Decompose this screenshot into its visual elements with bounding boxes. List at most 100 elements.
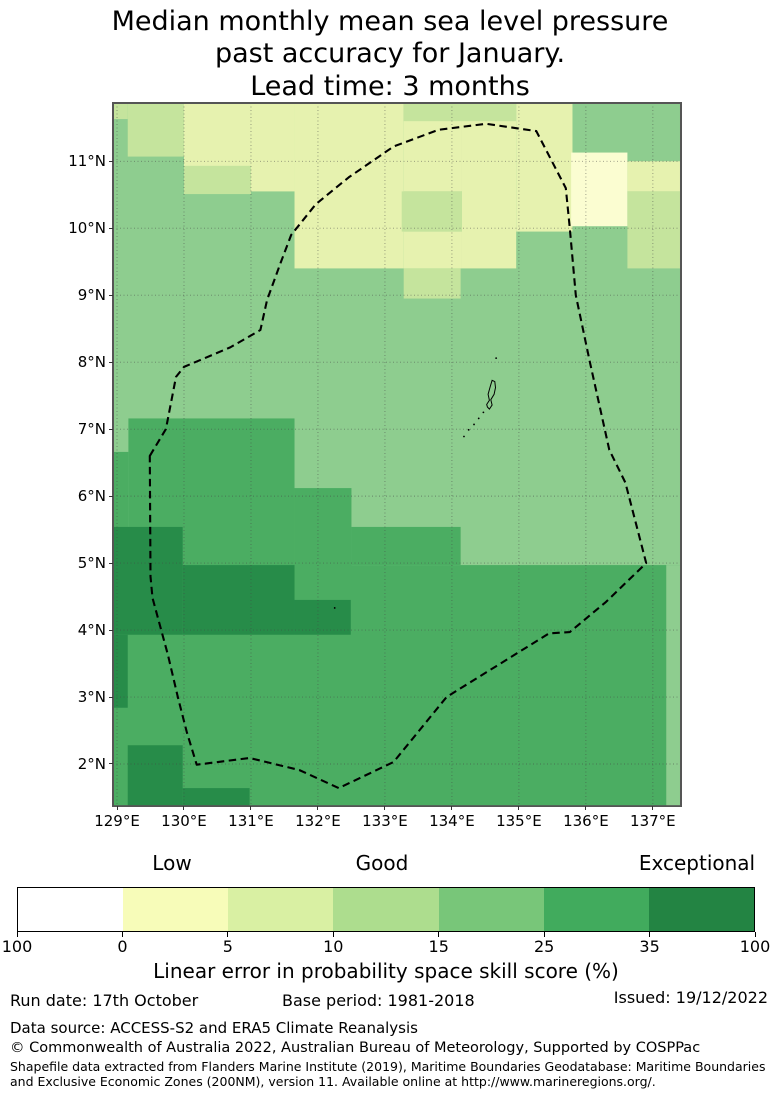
x-tick-label: 136°E: [563, 812, 609, 830]
x-tick-mark: [317, 806, 319, 810]
islet-dot: [463, 435, 465, 438]
skill-cell: [250, 103, 295, 192]
x-tick-label: 134°E: [429, 812, 475, 830]
y-tick-label: 11°N: [68, 152, 106, 171]
skill-cell: [113, 526, 183, 635]
skill-cell: [127, 745, 183, 806]
y-tick-mark: [109, 495, 113, 497]
colorbar: [17, 887, 755, 932]
y-tick-mark: [109, 160, 113, 162]
colorbar-segment: [228, 888, 334, 931]
skill-cell: [571, 152, 628, 227]
x-tick-label: 132°E: [295, 812, 341, 830]
colorbar-tick-mark: [332, 932, 334, 937]
colorbar-tick-mark: [227, 932, 229, 937]
x-tick-mark: [183, 806, 185, 810]
colorbar-label-low: Low: [152, 851, 192, 875]
skill-cell: [294, 103, 404, 269]
x-tick-label: 130°E: [161, 812, 207, 830]
title-line-1: Median monthly mean sea level pressure: [111, 6, 669, 37]
y-tick-mark: [109, 763, 113, 765]
skill-cell: [351, 526, 461, 566]
y-tick-label: 4°N: [77, 621, 106, 640]
data-source-text: Data source: ACCESS-S2 and ERA5 Climate …: [10, 1019, 418, 1037]
colorbar-tick-label: 100: [1, 937, 33, 956]
x-tick-label: 137°E: [630, 812, 676, 830]
issued-date-text: Issued: 19/12/2022: [613, 988, 768, 1007]
islet-dot: [473, 423, 475, 426]
colorbar-label-exceptional: Exceptional: [638, 851, 756, 875]
skill-cell: [403, 268, 461, 299]
colorbar-tick-mark: [543, 932, 545, 937]
x-tick-mark: [518, 806, 520, 810]
x-tick-mark: [384, 806, 386, 810]
copyright-text: © Commonwealth of Australia 2022, Austra…: [10, 1040, 701, 1056]
colorbar-tick-mark: [438, 932, 440, 937]
y-tick-mark: [109, 629, 113, 631]
y-tick-mark: [109, 696, 113, 698]
skill-cell: [627, 161, 681, 192]
colorbar-segment: [333, 888, 439, 931]
y-tick-mark: [109, 428, 113, 430]
colorbar-segment: [123, 888, 229, 931]
colorbar-segment: [18, 888, 124, 931]
y-tick-label: 9°N: [77, 286, 106, 305]
skill-cell: [183, 165, 251, 195]
skill-cell: [182, 565, 295, 635]
skill-cell: [127, 103, 184, 157]
islet-dot: [467, 428, 470, 431]
skill-cell: [403, 231, 462, 269]
colorbar-tick-mark: [649, 932, 651, 937]
skill-cell: [113, 103, 128, 120]
x-tick-mark: [116, 806, 118, 810]
island-outline: [486, 379, 497, 410]
skill-cell: [666, 565, 681, 806]
islet-dot: [482, 411, 485, 414]
colorbar-tick-label: 0: [117, 937, 128, 956]
islet-dot: [333, 607, 336, 609]
islet-dot: [477, 417, 480, 420]
skill-cell: [627, 191, 681, 269]
colorbar-tick-label: 10: [323, 937, 344, 956]
y-tick-label: 8°N: [77, 353, 106, 372]
y-tick-mark: [109, 294, 113, 296]
y-tick-mark: [109, 562, 113, 564]
chart-title: Median monthly mean sea level pressure p…: [0, 6, 780, 103]
colorbar-tick-mark: [16, 932, 18, 937]
x-tick-mark: [652, 806, 654, 810]
title-line-2: past accuracy for January.: [214, 38, 566, 70]
x-tick-mark: [451, 806, 453, 810]
base-period-text: Base period: 1981-2018: [282, 991, 475, 1010]
skill-cell: [182, 788, 250, 806]
x-tick-label: 131°E: [228, 812, 274, 830]
map-frame: [113, 103, 681, 806]
x-tick-label: 133°E: [362, 812, 408, 830]
y-tick-mark: [109, 227, 113, 229]
colorbar-segment: [543, 888, 649, 931]
map-axes: [112, 102, 682, 807]
x-tick-label: 135°E: [496, 812, 542, 830]
x-tick-mark: [585, 806, 587, 810]
skill-cell: [294, 599, 351, 635]
y-tick-label: 5°N: [77, 554, 106, 573]
eez-boundary-line: [148, 122, 648, 790]
colorbar-tick-mark: [121, 932, 123, 937]
colorbar-tick-label: 5: [222, 937, 233, 956]
title-line-3: Lead time: 3 months: [250, 70, 530, 102]
x-tick-mark: [250, 806, 252, 810]
y-tick-label: 3°N: [77, 688, 106, 707]
x-tick-label: 129°E: [94, 812, 140, 830]
run-date-text: Run date: 17th October: [10, 991, 199, 1010]
skill-cell: [401, 191, 462, 232]
skill-cell: [403, 103, 517, 122]
colorbar-tick-label: 25: [533, 937, 555, 956]
y-tick-label: 6°N: [77, 487, 106, 506]
colorbar-tick-label: 35: [639, 937, 660, 956]
colorbar-tick-label: 100: [739, 937, 771, 956]
y-tick-label: 7°N: [77, 420, 106, 439]
shapefile-attribution-text: Shapefile data extracted from Flanders M…: [10, 1059, 766, 1089]
colorbar-segment: [648, 888, 754, 931]
skill-heatmap-canvas: [112, 102, 682, 807]
colorbar-axis-label: Linear error in probability space skill …: [153, 959, 619, 983]
